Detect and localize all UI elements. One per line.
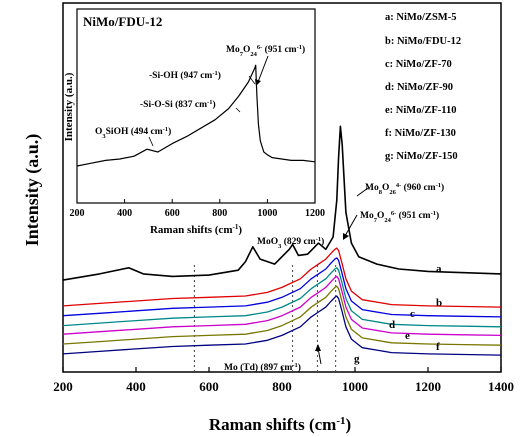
series-label-b: b	[436, 297, 442, 309]
series-label-a: a	[436, 263, 442, 275]
inset-x-tick-label: 200	[70, 208, 85, 219]
inset-title: NiMo/FDU-12	[83, 14, 162, 29]
main-x-axis-label: Raman shifts (cm-1)	[209, 415, 351, 434]
inset-arrowhead-mo7o24	[255, 79, 261, 86]
arrow-mo7o24-main	[344, 214, 358, 237]
inset-x-tick-label: 1200	[305, 208, 325, 219]
series-line-d	[62, 267, 502, 328]
main-y-axis-label: Intensity (a.u.)	[22, 134, 43, 247]
legend-item-d: d: NiMo/ZF-90	[385, 82, 453, 93]
annotation-mo8o26: Mo8O264- (960 cm-1)	[365, 182, 444, 196]
main-x-tick-label: 1400	[488, 379, 514, 394]
legend-item-g: g: NiMo/ZF-150	[385, 151, 458, 162]
legend-item-f: f: NiMo/ZF-130	[385, 128, 456, 139]
series-label-f: f	[436, 341, 440, 353]
inset-annotation-sioh: -Si-OH (947 cm-1)	[149, 70, 221, 82]
annotation-mo-td: Mo (Td) (897 cm-1)	[224, 362, 301, 374]
series-label-c: c	[410, 308, 415, 320]
inset-y-axis-label: Intensity (a.u.)	[63, 72, 75, 141]
inset-annotation-mo7o24: Mo7O246- (951 cm-1)	[226, 44, 305, 58]
series-label-g: g	[354, 353, 360, 365]
inset-leader-siosi	[235, 107, 241, 113]
main-x-tick-label: 1000	[342, 379, 368, 394]
arrow-mo8o26	[356, 187, 369, 197]
main-x-ticks: 200 400 600 800 1000 1200 1400	[53, 367, 514, 394]
inset-leader-sioh	[248, 75, 256, 85]
main-x-tick-label: 200	[53, 379, 73, 394]
series-line-b	[62, 247, 502, 308]
inset-leader-o3sioh	[148, 136, 154, 147]
series-line-a	[62, 125, 502, 281]
inset-x-tick-label: 1000	[257, 208, 277, 219]
legend-item-c: c: NiMo/ZF-70	[385, 59, 452, 70]
legend: a: NiMo/ZSM-5 b: NiMo/FDU-12 c: NiMo/ZF-…	[385, 12, 461, 162]
main-x-tick-label: 400	[126, 379, 146, 394]
main-x-tick-label: 600	[199, 379, 219, 394]
series-line-f	[62, 285, 502, 346]
inset-x-tick-label: 400	[117, 208, 132, 219]
main-x-tick-label: 1200	[415, 379, 441, 394]
inset-annotation-o3sioh: O3SiOH (494 cm-1)	[95, 126, 171, 140]
series-line-g	[62, 295, 502, 356]
annotation-mo7o24-main: Mo7O246- (951 cm-1)	[360, 210, 439, 224]
inset-x-tick-label: 800	[212, 208, 227, 219]
legend-item-a: a: NiMo/ZSM-5	[385, 12, 456, 23]
arrowhead-mo7o24-main	[343, 233, 349, 240]
main-reference-lines	[193, 265, 337, 372]
main-series-group	[62, 125, 502, 356]
inset-arrow-mo7o24	[257, 55, 269, 83]
legend-item-e: e: NiMo/ZF-110	[385, 105, 456, 116]
inset-annotation-siosi: -Si-O-Si (837 cm-1)	[140, 99, 216, 111]
inset-series-group	[76, 64, 316, 167]
inset-series-line	[76, 64, 316, 167]
inset-x-ticks: 200 400 600 800 1000 1200	[70, 199, 325, 219]
arrowhead-mo-td	[315, 344, 321, 351]
series-label-d: d	[389, 319, 395, 331]
inset-plot-frame	[76, 8, 316, 204]
main-x-tick-label: 800	[272, 379, 292, 394]
inset-x-tick-label: 600	[165, 208, 180, 219]
annotation-moo3: MoO3 (829 cm-1)	[257, 236, 324, 250]
series-line-e	[62, 275, 502, 337]
inset-x-axis-label: Raman shifts (cm-1)	[150, 223, 242, 236]
series-label-e: e	[405, 330, 410, 342]
series-line-c	[62, 257, 502, 318]
legend-item-b: b: NiMo/FDU-12	[385, 36, 461, 47]
